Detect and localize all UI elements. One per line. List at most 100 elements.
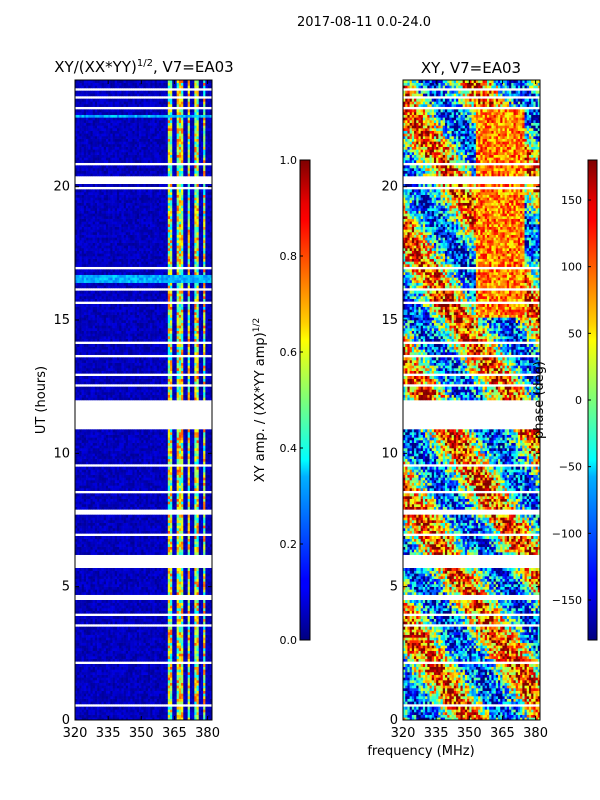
amp-heatmap-cell bbox=[178, 666, 182, 670]
amp-heatmap-cell bbox=[136, 693, 140, 697]
amp-heatmap-cell bbox=[105, 688, 109, 691]
amp-heatmap-cell bbox=[167, 626, 171, 630]
amp-heatmap-cell bbox=[132, 504, 135, 507]
amp-heatmap-cell bbox=[209, 584, 212, 587]
amp-heatmap-cell bbox=[145, 581, 149, 585]
amp-heatmap-cell bbox=[119, 602, 122, 606]
amp-heatmap-cell bbox=[97, 672, 100, 675]
amp-heatmap-cell bbox=[194, 674, 197, 678]
amp-heatmap-cell bbox=[172, 618, 175, 622]
amp-heatmap-cell bbox=[92, 586, 96, 590]
amp-heatmap-cell bbox=[119, 592, 122, 595]
amp-heatmap-cell bbox=[205, 522, 208, 526]
amp-heatmap-cell bbox=[187, 698, 191, 702]
amp-heatmap-cell bbox=[77, 570, 80, 574]
amp-heatmap-cell bbox=[150, 642, 153, 646]
amp-heatmap-cell bbox=[128, 608, 131, 611]
amp-heatmap-cell bbox=[112, 605, 116, 609]
amp-heatmap-cell bbox=[116, 626, 120, 630]
amp-heatmap-cell bbox=[181, 632, 184, 635]
amp-heatmap-cell bbox=[119, 672, 122, 675]
amp-heatmap-cell bbox=[185, 658, 188, 662]
amp-heatmap-cell bbox=[112, 658, 116, 662]
amp-heatmap-cell bbox=[181, 568, 184, 571]
amp-heatmap-cell bbox=[176, 496, 180, 499]
amp-heatmap-cell bbox=[139, 701, 142, 705]
amp-heatmap-cell bbox=[112, 669, 116, 673]
amp-heatmap-cell bbox=[165, 669, 169, 673]
amp-heatmap-cell bbox=[150, 634, 153, 638]
amp-heatmap-cell bbox=[170, 589, 173, 593]
amp-heatmap-cell bbox=[209, 514, 212, 518]
amp-heatmap-cell bbox=[196, 522, 200, 526]
amp-heatmap-cell bbox=[150, 656, 153, 659]
amp-heatmap-cell bbox=[92, 546, 96, 550]
amp-heatmap-cell bbox=[192, 578, 195, 582]
amp-heatmap-cell bbox=[194, 634, 197, 638]
amp-heatmap-cell bbox=[86, 496, 89, 499]
amp-heatmap-cell bbox=[86, 626, 89, 630]
amp-heatmap-cell bbox=[205, 632, 208, 635]
amp-heatmap-cell bbox=[110, 517, 113, 521]
amp-heatmap-cell bbox=[139, 517, 142, 521]
amp-heatmap-cell bbox=[86, 642, 89, 646]
amp-heatmap-cell bbox=[128, 645, 131, 649]
amp-heatmap-cell bbox=[101, 626, 105, 630]
amp-heatmap-cell bbox=[161, 645, 164, 649]
amp-heatmap-cell bbox=[136, 530, 140, 534]
amp-heatmap-cell bbox=[143, 680, 147, 683]
amp-heatmap-cell bbox=[163, 493, 166, 497]
amp-heatmap-cell bbox=[101, 546, 105, 550]
amp-heatmap-cell bbox=[203, 706, 206, 710]
amp-heatmap-cell bbox=[189, 674, 193, 678]
amp-heatmap-cell bbox=[132, 592, 135, 595]
amp-heatmap-cell bbox=[167, 485, 171, 489]
amp-heatmap-cell bbox=[181, 474, 184, 478]
amp-heatmap-cell bbox=[119, 504, 122, 507]
amp-heatmap-cell bbox=[75, 690, 78, 694]
amp-heatmap-cell bbox=[192, 656, 195, 659]
amp-heatmap-cell bbox=[105, 648, 109, 651]
amp-heatmap-cell bbox=[163, 530, 166, 534]
amp-heatmap-cell bbox=[75, 712, 78, 715]
amp-heatmap-cell bbox=[172, 573, 175, 577]
amp-heatmap-cell bbox=[90, 477, 93, 481]
amp-heatmap-cell bbox=[198, 674, 202, 678]
amp-heatmap-cell bbox=[75, 600, 78, 603]
amp-heatmap-cell bbox=[183, 621, 186, 625]
amp-heatmap-cell bbox=[77, 640, 80, 643]
amp-heatmap-cell bbox=[141, 536, 144, 539]
amp-heatmap-cell bbox=[189, 656, 193, 659]
amp-heatmap-cell bbox=[81, 472, 85, 475]
amp-heatmap-cell bbox=[200, 501, 204, 505]
amp-heatmap-cell bbox=[207, 682, 211, 686]
amp-heatmap-cell bbox=[196, 584, 200, 587]
amp-heatmap-cell bbox=[187, 709, 191, 713]
amp-heatmap-cell bbox=[101, 688, 105, 691]
amp-heatmap-cell bbox=[116, 573, 120, 577]
amp-heatmap-cell bbox=[161, 610, 164, 614]
amp-heatmap-cell bbox=[183, 592, 186, 595]
amp-heatmap-cell bbox=[174, 480, 177, 483]
amp-heatmap-cell bbox=[97, 693, 100, 697]
amp-heatmap-cell bbox=[92, 602, 96, 606]
amp-heatmap-cell bbox=[156, 693, 160, 697]
amp-heatmap-cell bbox=[203, 642, 206, 646]
amp-heatmap-cell bbox=[139, 642, 142, 646]
amp-heatmap-cell bbox=[86, 576, 89, 579]
amp-heatmap-cell bbox=[97, 525, 100, 529]
amp-heatmap-cell bbox=[97, 584, 100, 587]
amp-heatmap-cell bbox=[77, 488, 80, 491]
amp-heatmap-cell bbox=[198, 474, 202, 478]
amp-heatmap-cell bbox=[165, 656, 169, 659]
amp-heatmap-cell bbox=[108, 544, 111, 547]
amp-heatmap-cell bbox=[110, 525, 113, 529]
amp-heatmap-cell bbox=[209, 664, 212, 667]
amp-heatmap-cell bbox=[189, 637, 193, 641]
amp-heatmap-cell bbox=[141, 472, 144, 475]
amp-heatmap-cell bbox=[86, 674, 89, 678]
amp-heatmap-cell bbox=[86, 621, 89, 625]
amp-heatmap-cell bbox=[207, 653, 211, 657]
amp-heatmap-cell bbox=[75, 581, 78, 585]
amp-heatmap-cell bbox=[205, 717, 208, 720]
